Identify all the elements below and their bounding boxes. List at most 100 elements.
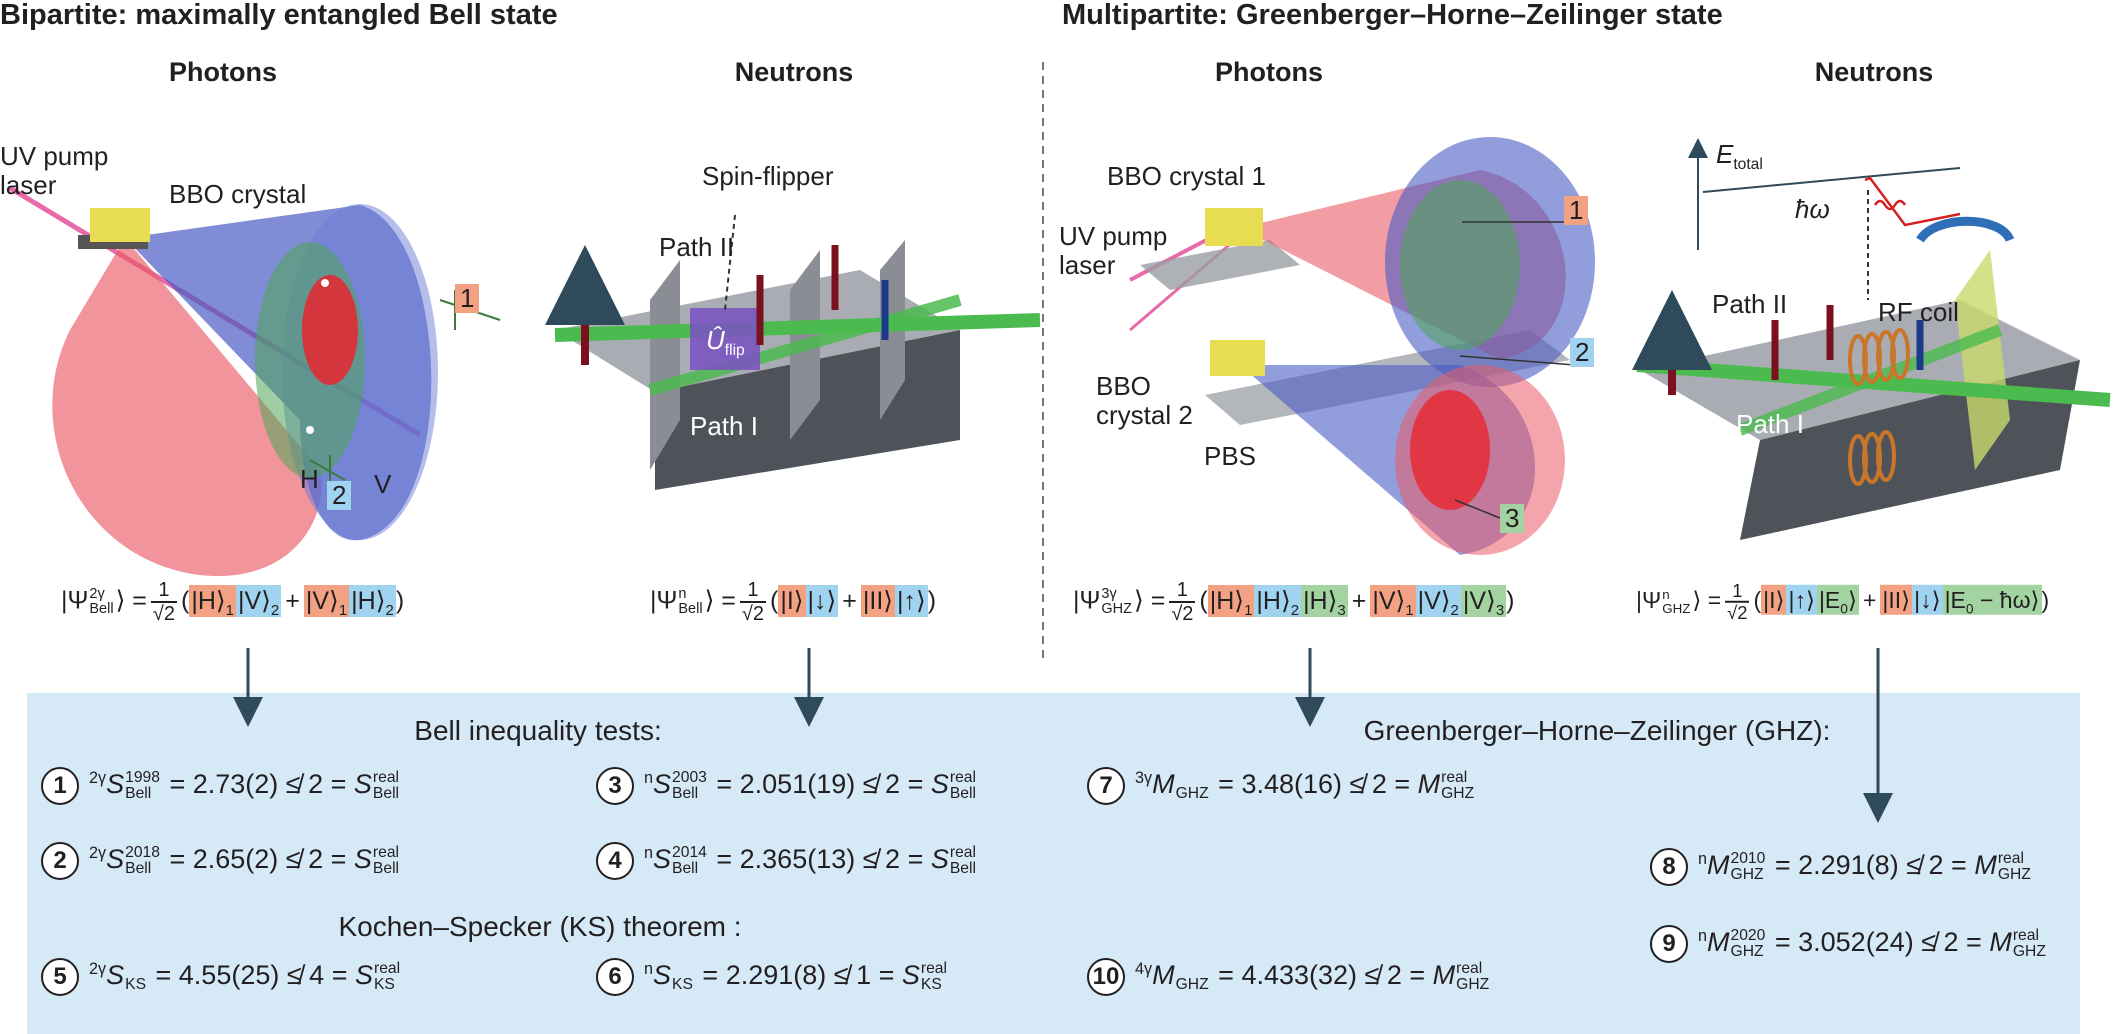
subscript: GHZ xyxy=(1101,601,1132,617)
subscript: GHZ xyxy=(1456,976,1490,993)
ket-box: |V⟩3 xyxy=(1460,584,1507,618)
superscript: real xyxy=(949,843,976,861)
spacer xyxy=(1176,770,1209,786)
symbol: M xyxy=(1152,769,1175,800)
relation: = 3.48(16) ≰ 2 = xyxy=(1210,769,1418,800)
subscript: Bell xyxy=(678,601,703,617)
denominator: √2 xyxy=(1725,601,1750,623)
ket: |V⟩ xyxy=(1417,586,1451,615)
ket-index: 2 xyxy=(1290,601,1300,619)
script-stack: GHZ xyxy=(1176,770,1209,802)
equals: ⟩ = xyxy=(1134,586,1166,615)
symbol: M xyxy=(1989,927,2012,958)
bracket: ) xyxy=(927,586,937,615)
equals: ⟩ = xyxy=(1692,587,1722,614)
script-stack: 2γ Bell xyxy=(89,585,113,617)
superscript: real xyxy=(1456,959,1483,977)
label: Etotal xyxy=(1716,140,1763,173)
superscript: n xyxy=(1662,587,1670,602)
superscript: real xyxy=(1997,849,2024,867)
script-stack: 3γ GHZ xyxy=(1101,586,1132,617)
state-equation: |Ψ 3γ GHZ ⟩ = 1 √2 (|H⟩1 |H⟩2 |H⟩3 + |V⟩1 |V⟩2 |V⟩3) xyxy=(1073,579,1515,625)
script-stack: real Bell xyxy=(950,769,976,803)
equals: ⟩ = xyxy=(115,586,147,615)
label: V xyxy=(374,469,392,499)
fraction: 1 √2 xyxy=(1169,579,1196,625)
photon-bell-source xyxy=(8,185,501,577)
numerator: 1 xyxy=(158,579,170,601)
ket-box: |H⟩2 xyxy=(1254,584,1302,619)
subscript: GHZ xyxy=(1997,866,2031,883)
results-heading: Greenberger–Horne–Zeilinger (GHZ): xyxy=(1363,715,1831,746)
subscript: GHZ xyxy=(1441,785,1475,802)
bracket: ) xyxy=(1506,586,1515,615)
numerator: 1 xyxy=(747,579,759,601)
symbol: S xyxy=(653,960,672,991)
ket-box: |E0⟩ xyxy=(1816,585,1859,617)
label: BBO crystal 2 xyxy=(1096,371,1193,430)
ket-box: |V⟩1 xyxy=(1370,584,1416,618)
script-stack: real KS xyxy=(374,960,400,994)
subscript: KS xyxy=(125,975,147,993)
label: 2 xyxy=(1570,338,1595,367)
superscript: 2020 xyxy=(1730,926,1766,944)
subscript: GHZ xyxy=(1730,943,1764,960)
operator: Û xyxy=(706,325,725,355)
fraction: 1 √2 xyxy=(150,579,177,625)
fraction: 1 √2 xyxy=(739,579,766,625)
subscript: GHZ xyxy=(1175,784,1209,802)
label: UV pump laser xyxy=(1059,221,1168,280)
symbol: M xyxy=(1974,850,1997,881)
superscript: 1998 xyxy=(125,768,160,786)
ket-box: |II⟩ xyxy=(860,584,896,617)
superscript: real xyxy=(1441,768,1468,786)
ket-box: |II⟩ xyxy=(1880,585,1913,616)
symbol: S xyxy=(354,960,373,991)
bracket: ) xyxy=(395,586,405,615)
symbol: S xyxy=(930,769,949,800)
relation: = 2.365(13) ≰ 2 = xyxy=(708,844,931,875)
ket: |H⟩ xyxy=(1256,586,1291,615)
superscript: 2γ xyxy=(89,585,105,602)
script-stack: real KS xyxy=(921,960,947,994)
ket-index: 1 xyxy=(1244,601,1253,619)
relation: = 2.291(8) ≰ 2 = xyxy=(1767,850,1975,881)
label: Path I xyxy=(1736,409,1804,439)
denominator: √2 xyxy=(1169,601,1196,625)
spacer xyxy=(1176,961,1209,977)
prefix: n xyxy=(644,844,654,863)
prefix: 2γ xyxy=(89,769,107,788)
photon-ghz-source xyxy=(1129,137,1595,555)
relation: = 4.55(25) ≰ 4 = xyxy=(148,960,355,991)
item-number: 2 xyxy=(41,842,79,880)
ket: |I⟩ xyxy=(780,586,804,615)
prefix: 2γ xyxy=(89,960,107,979)
panel-heading: Neutrons xyxy=(1814,57,1934,87)
ket-box: |V⟩2 xyxy=(235,584,282,618)
results-panel xyxy=(27,693,2080,1034)
spacer xyxy=(672,961,693,977)
symbol: M xyxy=(1152,960,1175,991)
ket-box: |V⟩2 xyxy=(1415,584,1461,618)
script-stack: real Bell xyxy=(373,769,399,803)
label: ħω xyxy=(1795,194,1830,224)
superscript: real xyxy=(372,843,400,861)
subscript: GHZ xyxy=(1662,601,1691,616)
script-stack: GHZ xyxy=(1176,961,1209,993)
item-number: 9 xyxy=(1650,925,1688,963)
plus: + xyxy=(842,586,857,615)
symbol: S xyxy=(353,844,372,875)
script-stack: real GHZ xyxy=(1441,768,1475,803)
item-number: 6 xyxy=(596,958,634,996)
ket-tail: ⟩ xyxy=(1847,587,1857,614)
bracket: ) xyxy=(2041,587,2050,614)
ket-box: |↓⟩ xyxy=(1912,585,1943,616)
symbol: M xyxy=(1707,927,1730,958)
relation: = 4.433(32) ≰ 2 = xyxy=(1210,960,1433,991)
ket-index: 2 xyxy=(385,601,394,619)
